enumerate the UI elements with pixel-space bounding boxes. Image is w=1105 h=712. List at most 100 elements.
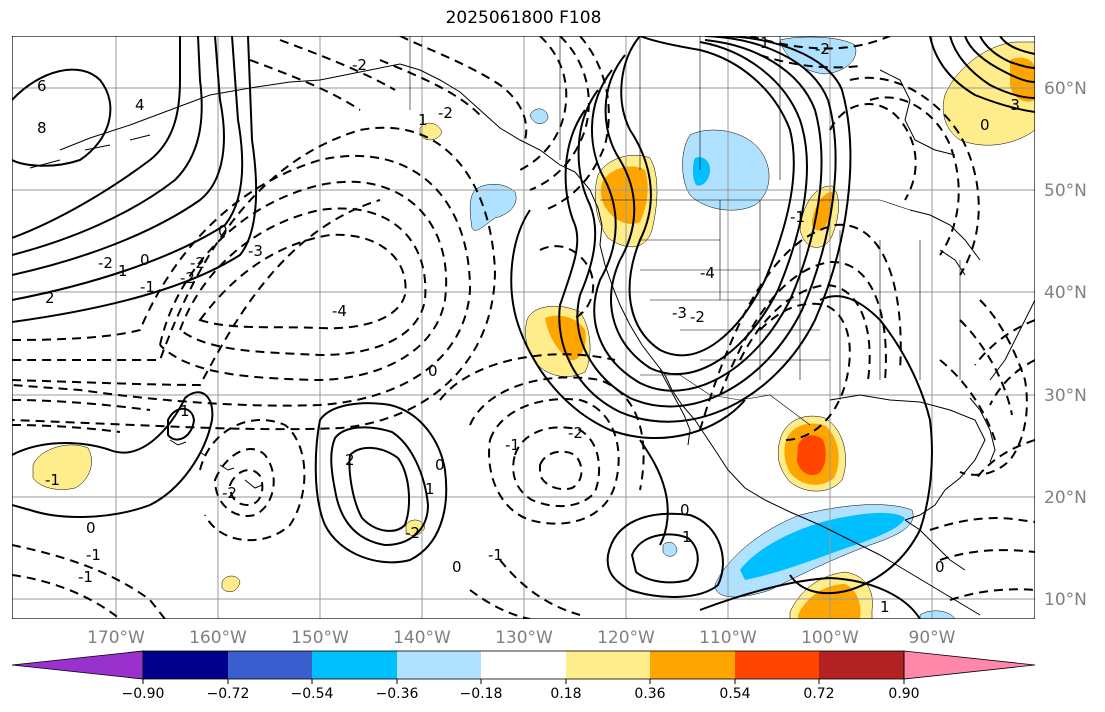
map-title: 2025061800 F108	[445, 8, 602, 28]
contour-label: -2	[98, 254, 113, 272]
contour-label: -3	[248, 242, 263, 260]
colorbar-tick-label: 0.54	[719, 686, 750, 702]
contour-solid-west-loop3	[348, 446, 410, 532]
contour-solid-west-loop	[314, 402, 448, 564]
contour-solid-alaska-loop	[12, 68, 112, 167]
contour-label: 1	[418, 111, 428, 129]
contour-label: -1	[505, 436, 520, 454]
border-canada-prov	[559, 36, 781, 180]
lat-tick-label: 50°N	[1044, 181, 1087, 201]
contour-label: -2	[180, 269, 195, 287]
lon-tick-label: 150°W	[291, 628, 349, 648]
shade-pos-small-1	[221, 575, 241, 593]
contour-label: -1	[488, 546, 503, 564]
contour-label: -1	[86, 546, 101, 564]
contour-solid-hudson-5	[999, 36, 1035, 55]
contour-dash-east-9	[974, 439, 1035, 481]
contour-solid-ridge-4	[576, 36, 837, 408]
contour-solid-aleutian-3	[12, 36, 225, 276]
contour-solid-hawaii-core	[167, 407, 196, 441]
contour-solid-hudson-4	[979, 36, 1035, 69]
contour-dash-north-5	[759, 54, 861, 69]
contour-label: 0	[86, 519, 96, 537]
contour-dash-canada-4	[249, 59, 361, 111]
lon-tick-label: 160°W	[189, 628, 247, 648]
contour-dash-ne-4	[469, 376, 645, 491]
contour-dash-mid-4	[699, 223, 902, 431]
contour-dash-pac-2	[178, 207, 427, 357]
contour-label: 6	[37, 77, 47, 95]
contour-dash-east-1	[869, 96, 960, 256]
contour-dash-pac-5	[12, 126, 497, 431]
contour-dash-east-4	[959, 299, 1028, 476]
shade-pos-midwest-core	[811, 192, 833, 231]
contour-label: 8	[37, 119, 47, 137]
contour-label: 2	[345, 451, 355, 469]
lon-tick-label: 100°W	[801, 628, 859, 648]
colorbar-segment	[566, 651, 650, 679]
shade-pos-socal-core	[545, 315, 586, 361]
contour-dash-ne-1	[488, 398, 620, 525]
contour-label: -2	[405, 524, 420, 542]
coast-alaska	[59, 63, 576, 173]
colorbar: −0.90 −0.72 −0.54 −0.36 −0.18 0.18 0.36 …	[11, 650, 1036, 702]
contour-dash-pac-3	[159, 180, 448, 382]
contour-dash-east-6	[939, 359, 996, 441]
contour-solid-baja-loop	[606, 512, 724, 598]
lon-tick-label: 130°W	[495, 628, 553, 648]
lat-axis-labels: 10°N 20°N 30°N 40°N 50°N 60°N	[1044, 79, 1087, 610]
contour-dash-hi-2	[228, 469, 264, 507]
lon-tick-label: 120°W	[597, 628, 655, 648]
colorbar-tick-label: −0.18	[460, 686, 503, 702]
contour-dash-sw-3	[469, 589, 531, 619]
contour-label: 1	[760, 34, 770, 52]
contour-dash-ne-5	[439, 353, 616, 401]
contour-dash-socal	[539, 245, 595, 319]
contour-dash-ne-2	[512, 426, 601, 508]
shade-pos-southmex-core	[798, 584, 861, 619]
shade-pos-small-3	[405, 519, 426, 536]
lat-tick-label: 30°N	[1044, 386, 1087, 406]
contour-label: 1	[682, 528, 692, 546]
contour-dash-north-4	[749, 36, 891, 50]
coast-hudson	[879, 69, 956, 156]
coastlines	[29, 63, 1035, 616]
contour-dash-gulf-2	[939, 549, 1035, 561]
lon-tick-label: 110°W	[699, 628, 757, 648]
contour-dash-hi-1	[213, 448, 275, 517]
contour-label: -3	[1005, 96, 1020, 114]
contour-lines	[12, 36, 1035, 619]
lon-tick-label: 140°W	[393, 628, 451, 648]
contour-dash-east-5	[959, 319, 1013, 416]
contour-solid-ridge-2	[604, 41, 808, 376]
contour-dash-north-3	[544, 36, 610, 211]
contour-solid-hudson-1	[929, 36, 1035, 113]
contour-label: -1	[45, 471, 60, 489]
contour-dash-mid-1	[759, 302, 851, 441]
contour-solid-aleutian-1	[12, 36, 181, 239]
contour-solid-midwest	[789, 295, 933, 595]
contour-label: 4	[135, 96, 145, 114]
shade-neg-offshore	[469, 184, 517, 231]
colorbar-extend-low	[11, 650, 144, 680]
contour-solid-ridge-5	[558, 36, 852, 423]
contour-label: 0	[218, 222, 228, 240]
contour-dash-pac-8	[12, 424, 121, 433]
lon-tick-label: 90°W	[909, 628, 956, 648]
colorbar-tick-label: −0.72	[207, 686, 250, 702]
contour-dash-pac-9	[12, 544, 166, 619]
contour-label: -2	[815, 40, 830, 58]
contour-label: -3	[672, 304, 687, 322]
map-plot-area: 6 8 4 2 1 0 -2 -2 -4 -3 -2 -1 0 1 -2 1 -…	[12, 34, 1035, 619]
lat-tick-label: 20°N	[1044, 488, 1087, 508]
contour-solid-aleutian-2	[12, 36, 203, 256]
contour-dash-east-8	[989, 359, 1035, 406]
contour-label: 0	[428, 362, 438, 380]
contour-dash-mid-3	[719, 260, 887, 396]
shade-neg-montana-core	[692, 157, 710, 186]
lat-tick-label: 40°N	[1044, 283, 1087, 303]
coast-hawaii	[169, 439, 263, 489]
shade-neg-alaska-small	[529, 108, 549, 124]
shade-neg-centralam-core	[740, 512, 905, 580]
